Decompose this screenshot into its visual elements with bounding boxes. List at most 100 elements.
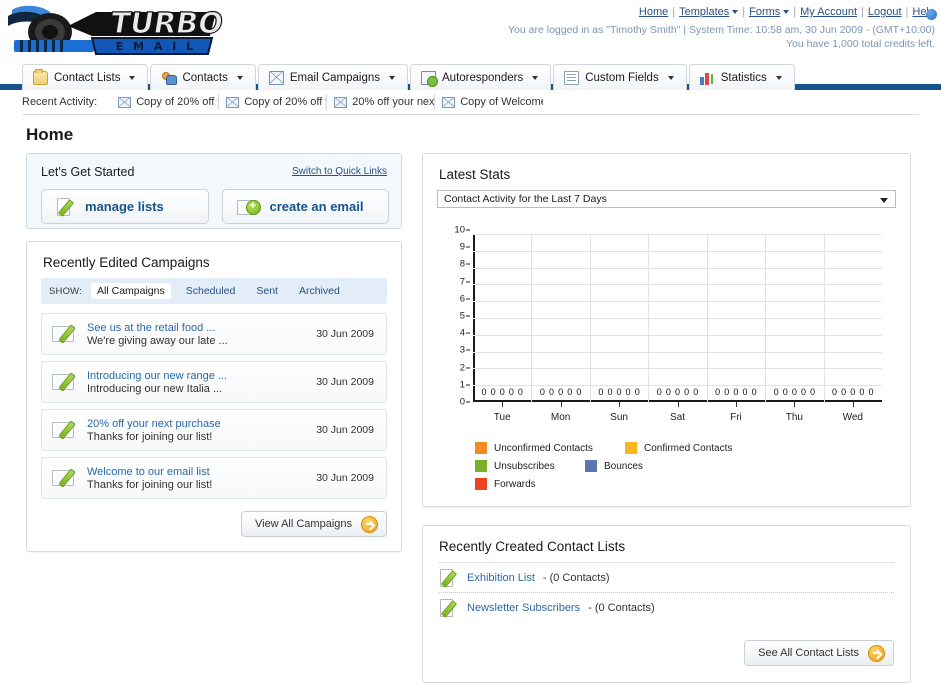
manage-lists-button[interactable]: manage lists bbox=[41, 189, 209, 224]
chart-bar-value-label: 0 bbox=[508, 387, 514, 397]
chart-x-tick-mark bbox=[677, 402, 679, 407]
latest-stats-panel: Latest Stats Contact Activity for the La… bbox=[422, 153, 911, 507]
nav-tab-contact-lists[interactable]: Contact Lists bbox=[22, 64, 149, 90]
contact-list-row[interactable]: Newsletter Subscribers - (0 Contacts) bbox=[439, 592, 894, 622]
chart-vertical-gridline bbox=[648, 234, 650, 402]
campaign-row[interactable]: Welcome to our email list Thanks for joi… bbox=[41, 457, 387, 499]
filter-all-campaigns[interactable]: All Campaigns bbox=[91, 283, 171, 299]
chart-x-tick-mark bbox=[735, 402, 737, 407]
filter-scheduled[interactable]: Scheduled bbox=[185, 285, 236, 297]
nav-tab-statistics[interactable]: Statistics bbox=[688, 64, 795, 90]
see-all-contact-lists-button[interactable]: See All Contact Lists bbox=[744, 640, 894, 666]
header-link-forms[interactable]: Forms bbox=[749, 6, 781, 18]
chart-bar-value-label: 0 bbox=[832, 387, 838, 397]
link-sep: | bbox=[861, 6, 864, 18]
chart-y-tick-label: 6 bbox=[459, 293, 465, 305]
chart-y-axis: 0 1 2 3 4 5 6 7 8 9 10 bbox=[437, 225, 471, 408]
chart-y-tick-label: 5 bbox=[459, 310, 465, 322]
chart-vertical-gridline bbox=[531, 234, 533, 402]
chart-bar-value-label: 0 bbox=[715, 387, 721, 397]
chart-y-tick-label: 4 bbox=[459, 327, 465, 339]
chart-y-tick-mark bbox=[466, 263, 470, 265]
campaign-row[interactable]: See us at the retail food ... We're givi… bbox=[41, 313, 387, 355]
chart-y-tick-label: 7 bbox=[459, 276, 465, 288]
chevron-down-icon bbox=[129, 75, 136, 80]
campaign-row[interactable]: 20% off your next purchase Thanks for jo… bbox=[41, 409, 387, 451]
recent-activity-label: Recent Activity: bbox=[22, 96, 98, 108]
chart-bar-value-label: 0 bbox=[576, 387, 582, 397]
nav-tab-contacts[interactable]: Contacts bbox=[150, 64, 256, 90]
nav-tab-custom-fields[interactable]: Custom Fields bbox=[553, 64, 687, 90]
chart-gridline bbox=[473, 267, 882, 269]
recently-edited-campaigns-panel: Recently Edited Campaigns SHOW: All Camp… bbox=[26, 241, 402, 552]
chart-bar-value-label: 0 bbox=[859, 387, 865, 397]
chart-bar-value-label: 0 bbox=[490, 387, 496, 397]
recent-activity-item[interactable]: Copy of 20% off yo bbox=[111, 94, 220, 110]
link-sep: | bbox=[672, 6, 676, 18]
create-an-email-label: create an email bbox=[269, 199, 364, 214]
chart-y-tick-label: 10 bbox=[454, 224, 465, 236]
contact-lists-footer: See All Contact Lists bbox=[423, 622, 910, 682]
campaign-title-link[interactable]: See us at the retail food ... bbox=[87, 321, 216, 334]
chart-y-tick-mark bbox=[466, 401, 470, 403]
contact-activity-select[interactable]: Contact Activity for the Last 7 Days bbox=[437, 190, 896, 208]
recent-activity-item[interactable]: 20% off your next bbox=[327, 94, 436, 110]
chart-x-tick-label: Sun bbox=[610, 412, 628, 423]
header-link-templates[interactable]: Templates bbox=[679, 6, 730, 18]
people-icon bbox=[161, 71, 178, 85]
chart-y-tick-mark bbox=[466, 367, 470, 369]
chevron-down-icon bbox=[667, 75, 674, 80]
contact-activity-select-value: Contact Activity for the Last 7 Days bbox=[444, 193, 607, 205]
campaign-row[interactable]: Introducing our new range ... Introducin… bbox=[41, 361, 387, 403]
recent-activity-item[interactable]: Copy of 20% off yo bbox=[219, 94, 328, 110]
chart-x-tick-label: Thu bbox=[785, 412, 803, 423]
chart-gridline bbox=[473, 368, 882, 370]
campaign-title-link[interactable]: Introducing our new range ... bbox=[87, 369, 228, 382]
nav-tab-label: Autoresponders bbox=[442, 71, 524, 84]
campaign-date: 30 Jun 2009 bbox=[316, 424, 374, 436]
chart-gridline bbox=[473, 301, 882, 303]
header-link-my-account[interactable]: My Account bbox=[800, 6, 857, 18]
legend-item: Unsubscribes bbox=[475, 460, 585, 472]
chart-y-tick-mark bbox=[466, 349, 470, 351]
chevron-down-icon bbox=[775, 75, 782, 80]
chart-x-tick-mark bbox=[852, 402, 854, 407]
nav-tab-autoresponders[interactable]: Autoresponders bbox=[410, 64, 552, 90]
chart-bar-value-label: 0 bbox=[782, 387, 788, 397]
campaign-title-link[interactable]: Welcome to our email list bbox=[87, 465, 210, 478]
chart-y-tick-label: 9 bbox=[459, 241, 465, 253]
filter-archived[interactable]: Archived bbox=[298, 285, 340, 297]
contact-list-link[interactable]: Newsletter Subscribers bbox=[467, 601, 581, 614]
header-link-home[interactable]: Home bbox=[638, 6, 669, 18]
right-column: Latest Stats Contact Activity for the La… bbox=[422, 153, 911, 683]
contact-list-link[interactable]: Exhibition List bbox=[467, 571, 535, 584]
chart-bar-value-label: 0 bbox=[841, 387, 847, 397]
nav-tab-list: Contact Lists Contacts Email Campaigns A… bbox=[22, 62, 941, 90]
legend-item: Unconfirmed Contacts bbox=[475, 442, 625, 454]
chart-bar-value-label: 0 bbox=[742, 387, 748, 397]
chart-bar-value-label: 0 bbox=[773, 387, 779, 397]
chart-vertical-gridline bbox=[823, 234, 825, 402]
contact-list-row[interactable]: Exhibition List - (0 Contacts) bbox=[439, 562, 894, 592]
link-sep: | bbox=[742, 6, 746, 18]
view-all-campaigns-button[interactable]: View All Campaigns bbox=[240, 511, 387, 537]
chart-gridline bbox=[473, 385, 882, 387]
chart-y-tick-label: 0 bbox=[459, 396, 465, 408]
nav-tab-email-campaigns[interactable]: Email Campaigns bbox=[257, 64, 408, 90]
svg-text:E M A I L: E M A I L bbox=[116, 40, 196, 53]
recent-activity-item[interactable]: Copy of Welcome to bbox=[435, 94, 543, 110]
campaign-date: 30 Jun 2009 bbox=[316, 328, 374, 340]
create-an-email-button[interactable]: create an email bbox=[221, 189, 389, 224]
switch-to-quick-links-link[interactable]: Switch to Quick Links bbox=[291, 166, 387, 177]
chevron-down-icon bbox=[783, 10, 790, 15]
nav-tab-label: Contact Lists bbox=[54, 71, 121, 84]
envelope-plus-icon bbox=[236, 198, 261, 216]
filter-sent[interactable]: Sent bbox=[256, 285, 278, 297]
help-orb-icon[interactable] bbox=[926, 9, 937, 20]
list-pencil-icon bbox=[439, 598, 459, 617]
campaign-title-link[interactable]: 20% off your next purchase bbox=[87, 417, 221, 430]
list-pencil-icon bbox=[439, 568, 459, 587]
header-link-logout[interactable]: Logout bbox=[867, 6, 902, 18]
chart-bar-value-label: 0 bbox=[517, 387, 523, 397]
chart-bar-value-label: 0 bbox=[598, 387, 604, 397]
